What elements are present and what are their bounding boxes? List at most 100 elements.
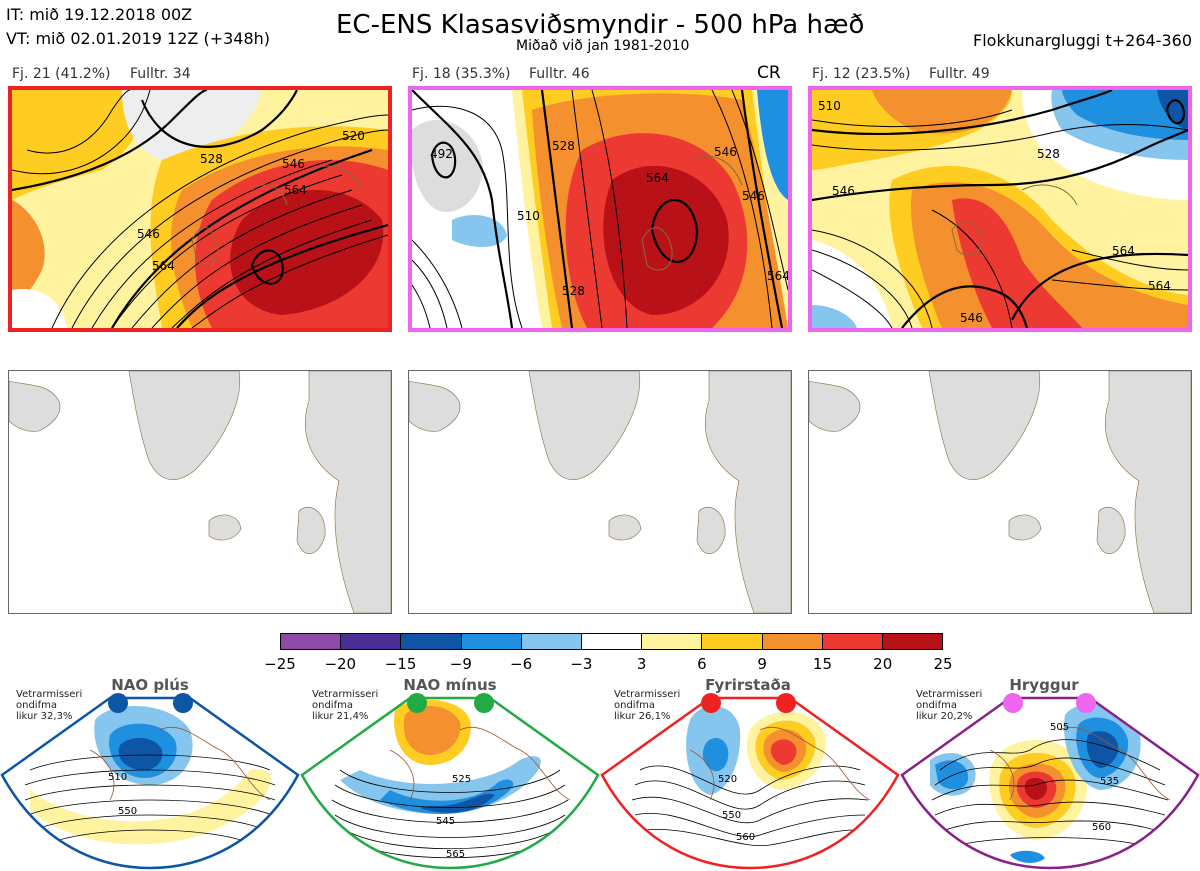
- cluster-2-rep: Fulltr. 46: [529, 66, 590, 82]
- contour-label: 520: [718, 774, 737, 785]
- contour-label: 510: [108, 772, 127, 783]
- contour-label: 546: [282, 157, 305, 171]
- regime-4-stats: Vetrarmisseri ondifma likur 20,2%: [916, 689, 983, 722]
- regime-1-stats: Vetrarmisseri ondifma likur 32,3%: [16, 689, 83, 722]
- contour-label: 550: [722, 810, 741, 821]
- regime-3-name: Fyrirstaða: [705, 676, 791, 694]
- regime-map-1: 510 550: [0, 693, 300, 870]
- regime-map-3: 520 550 560: [600, 693, 900, 870]
- cluster-map-3-graphic: 510 528 546 564 546 564: [812, 90, 1188, 328]
- regime-1-dot-left: [108, 693, 128, 713]
- regime-2-dot-left: [407, 693, 427, 713]
- contour-label: 545: [436, 816, 455, 827]
- regime-1-name: NAO plús: [111, 676, 189, 694]
- blank-map-2: [408, 370, 792, 614]
- contour-label: 560: [736, 832, 755, 843]
- contour-label: 546: [714, 145, 737, 159]
- contour-label: 546: [137, 227, 160, 241]
- colorbar-swatch-0: [281, 634, 342, 649]
- regime-map-2: 525 545 565: [300, 693, 600, 870]
- colorbar-tick-label: −15: [384, 655, 417, 673]
- colorbar-swatch-1: [341, 634, 402, 649]
- page-title: EC-ENS Klasasviðsmyndir - 500 hPa hæð: [336, 10, 865, 40]
- blank-map-3-graphic: [809, 371, 1191, 613]
- colorbar-swatch-10: [882, 634, 943, 649]
- cluster-map-2-graphic: 492 510 528 546 564 528 546 564: [412, 90, 788, 328]
- contour-label: 510: [818, 99, 841, 113]
- contour-label: 565: [446, 849, 465, 860]
- contour-label: 564: [767, 269, 788, 283]
- contour-label: 564: [152, 259, 175, 273]
- page-subtitle: Miðað við jan 1981-2010: [516, 38, 690, 54]
- contour-label: 550: [118, 806, 137, 817]
- colorbar: [280, 633, 943, 650]
- cluster-3-count: Fj. 12 (23.5%): [812, 66, 911, 82]
- cluster-map-1: 546 564 520 528 546 564: [8, 86, 392, 332]
- cluster-3-rep: Fulltr. 49: [929, 66, 990, 82]
- cluster-map-1-graphic: 546 564 520 528 546 564: [12, 90, 388, 328]
- regime-2-dot-right: [474, 693, 494, 713]
- contour-label: 564: [646, 171, 669, 185]
- blank-map-1: [8, 370, 392, 614]
- contour-label: 528: [562, 284, 585, 298]
- colorbar-tick-label: −25: [264, 655, 296, 673]
- colorbar-tick-label: 6: [697, 655, 707, 673]
- contour-label: 492: [430, 147, 453, 161]
- colorbar-swatch-2: [401, 634, 462, 649]
- contour-label: 535: [1100, 776, 1119, 787]
- colorbar-tick-label: −3: [570, 655, 593, 673]
- colorbar-swatch-3: [461, 634, 522, 649]
- contour-label: 564: [1112, 244, 1135, 258]
- colorbar-swatch-6: [642, 634, 703, 649]
- blank-map-1-graphic: [9, 371, 391, 613]
- cluster-2-count: Fj. 18 (35.3%): [412, 66, 511, 82]
- contour-label: 528: [1037, 147, 1060, 161]
- regime-4-dot-left: [1003, 693, 1023, 713]
- contour-label: 525: [452, 774, 471, 785]
- contour-label: 560: [1092, 822, 1111, 833]
- contour-label: 546: [742, 189, 765, 203]
- colorbar-tick-label: −20: [324, 655, 357, 673]
- colorbar-ticks: −25 −20 −15 −9 −6 −3 3 6 9 15 20 25: [0, 655, 1200, 675]
- regime-1-dot-right: [173, 693, 193, 713]
- regime-3-stats: Vetrarmisseri ondifma likur 26,1%: [614, 689, 681, 722]
- colorbar-tick-label: −9: [449, 655, 472, 673]
- cluster-map-3: 510 528 546 564 546 564: [808, 86, 1192, 332]
- regime-2-name: NAO mínus: [403, 676, 497, 694]
- cluster-1-count: Fj. 21 (41.2%): [12, 66, 111, 82]
- colorbar-tick-label: 9: [757, 655, 767, 673]
- regime-map-4: 505 535 560: [900, 693, 1200, 870]
- blank-map-2-graphic: [409, 371, 791, 613]
- regime-4-name: Hryggur: [1009, 676, 1079, 694]
- colorbar-swatch-4: [521, 634, 582, 649]
- regime-2-stats: Vetrarmisseri ondifma likur 21,4%: [312, 689, 379, 722]
- contour-label: 505: [1050, 722, 1069, 733]
- init-time: IT: mið 19.12.2018 00Z: [6, 5, 193, 24]
- colorbar-tick-label: 20: [873, 655, 893, 673]
- cluster-1-rep: Fulltr. 34: [130, 66, 191, 82]
- classification-window: Flokkunargluggi t+264-360: [973, 31, 1192, 50]
- colorbar-swatch-5: [581, 634, 643, 649]
- colorbar-swatch-8: [762, 634, 823, 649]
- colorbar-tick-label: 25: [933, 655, 953, 673]
- contour-label: 564: [284, 183, 307, 197]
- regime-3-dot-left: [701, 693, 721, 713]
- colorbar-tick-label: −6: [510, 655, 533, 673]
- contour-label: 510: [517, 209, 540, 223]
- contour-label: 528: [552, 139, 575, 153]
- colorbar-swatch-9: [822, 634, 883, 649]
- cluster-map-2: 492 510 528 546 564 528 546 564: [408, 86, 792, 332]
- colorbar-tick-label: 15: [812, 655, 832, 673]
- contour-label: 546: [832, 184, 855, 198]
- blank-map-3: [808, 370, 1192, 614]
- contour-label: 546: [960, 311, 983, 325]
- contour-label: 528: [200, 152, 223, 166]
- contour-label: 520: [342, 129, 365, 143]
- contour-label: 564: [1148, 279, 1171, 293]
- colorbar-tick-label: 3: [636, 655, 647, 673]
- valid-time: VT: mið 02.01.2019 12Z (+348h): [6, 29, 271, 48]
- regime-3-dot-right: [776, 693, 796, 713]
- cluster-2-tag: CR: [757, 63, 781, 83]
- colorbar-swatch-7: [702, 634, 763, 649]
- regime-4-dot-right: [1076, 693, 1096, 713]
